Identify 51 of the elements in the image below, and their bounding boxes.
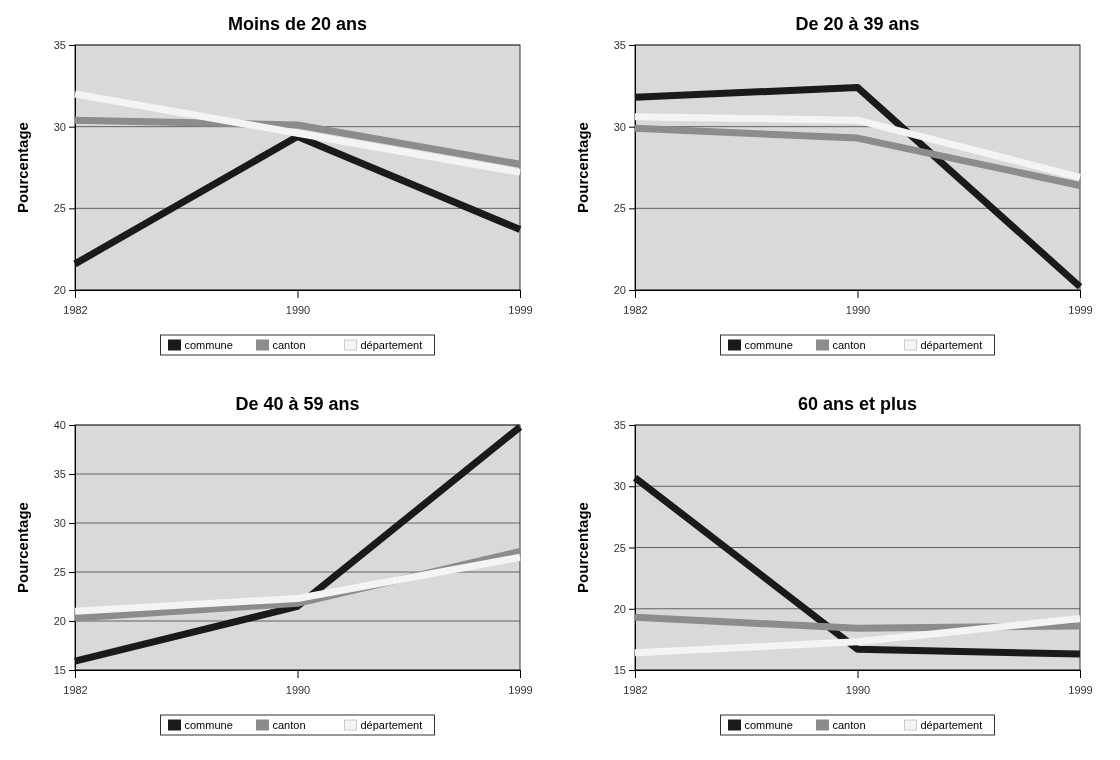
- legend-label: commune: [184, 719, 233, 731]
- x-tick-label: 1982: [63, 683, 88, 696]
- y-axis-title: Pourcentage: [574, 502, 591, 593]
- chart-title: De 20 à 39 ans: [795, 14, 920, 34]
- y-tick-label: 30: [613, 480, 626, 493]
- chart-title: Moins de 20 ans: [227, 14, 368, 34]
- x-tick-label: 1990: [845, 683, 871, 696]
- x-tick-label: 1990: [285, 303, 311, 316]
- y-tick-label: 35: [613, 39, 626, 52]
- y-tick-label: 20: [613, 284, 626, 297]
- y-tick-label: 20: [53, 615, 66, 628]
- y-axis-title: Pourcentage: [14, 122, 31, 213]
- y-tick-label: 40: [53, 419, 66, 432]
- chart-title: 60 ans et plus: [797, 394, 918, 414]
- y-tick-label: 15: [53, 664, 66, 677]
- y-tick-label: 30: [53, 517, 66, 530]
- legend-label: canton: [832, 719, 866, 731]
- legend-label: département: [920, 719, 983, 731]
- legend-label: commune: [744, 339, 793, 351]
- x-tick-label: 1999: [1068, 303, 1093, 316]
- x-tick-label: 1999: [508, 303, 533, 316]
- y-tick-label: 30: [613, 120, 626, 133]
- x-tick-label: 1999: [1068, 683, 1093, 696]
- y-tick-label: 35: [613, 419, 626, 432]
- y-axis-title: Pourcentage: [574, 122, 591, 213]
- legend-label: canton: [832, 339, 866, 351]
- x-tick-label: 1999: [508, 683, 533, 696]
- y-tick-label: 20: [613, 602, 626, 615]
- legend-label: canton: [272, 719, 306, 731]
- legend-label: commune: [744, 719, 793, 731]
- legend-label: département: [920, 339, 983, 351]
- y-tick-label: 35: [53, 39, 66, 52]
- y-tick-label: 20: [53, 284, 66, 297]
- x-tick-label: 1982: [623, 303, 648, 316]
- y-tick-label: 25: [53, 202, 66, 215]
- legend-label: commune: [184, 339, 233, 351]
- y-tick-label: 25: [613, 541, 626, 554]
- y-axis-title: Pourcentage: [14, 502, 31, 593]
- y-tick-label: 25: [613, 202, 626, 215]
- x-tick-label: 1990: [845, 303, 871, 316]
- y-tick-label: 30: [53, 120, 66, 133]
- x-tick-label: 1982: [63, 303, 88, 316]
- y-tick-label: 25: [53, 566, 66, 579]
- y-tick-label: 15: [613, 664, 626, 677]
- legend-label: département: [360, 719, 423, 731]
- legend-label: département: [360, 339, 423, 351]
- legend-label: canton: [272, 339, 306, 351]
- chart-title: De 40 à 59 ans: [235, 394, 360, 414]
- x-tick-label: 1990: [285, 683, 311, 696]
- y-tick-label: 35: [53, 468, 66, 481]
- x-tick-label: 1982: [623, 683, 648, 696]
